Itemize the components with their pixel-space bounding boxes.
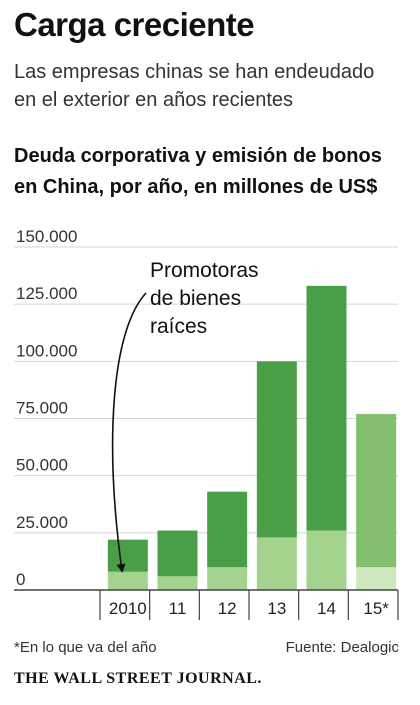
x-tick-label: 13 [267, 599, 286, 618]
bars [107, 285, 397, 590]
bar-segment-real-estate [356, 567, 397, 590]
chart-heading: Deuda corporativa y emisión de bonos en … [14, 141, 414, 203]
annotation: Promotoras de bienes raíces [111, 259, 259, 573]
annotation-text-line: raíces [150, 315, 207, 338]
bar-segment-real-estate [157, 576, 198, 590]
bar-segment-other [207, 491, 248, 568]
y-tick-label: 50.000 [16, 456, 68, 475]
x-tick-label: 2010 [109, 599, 147, 618]
x-axis: 2010 11 12 13 14 15* [14, 589, 399, 620]
y-tick-label: 125.000 [16, 284, 77, 303]
bar-segment-real-estate [107, 571, 148, 590]
annotation-arrow [111, 292, 147, 573]
x-tick-label: 14 [317, 599, 336, 618]
footnote: *En lo que va del año [14, 639, 157, 656]
heading-line-2: en China, por año, en millones de US$ [14, 176, 378, 198]
y-tick-label: 100.000 [16, 341, 77, 360]
heading-line-1: Deuda corporativa y emisión de bonos [14, 145, 382, 167]
bar-segment-real-estate [256, 537, 297, 590]
chart-title: Carga creciente [14, 6, 255, 43]
y-tick-label: 75.000 [16, 399, 68, 418]
subtitle-line-2: en el exterior en años recientes [14, 89, 294, 111]
source-note: Fuente: Dealogic [285, 639, 399, 656]
x-tick-label: 15* [363, 599, 389, 618]
x-tick-label: 12 [218, 599, 237, 618]
y-tick-label: 25.000 [16, 513, 68, 532]
bar-segment-real-estate [306, 530, 347, 590]
annotation-text-line: de bienes [150, 287, 241, 310]
annotation-text-line: Promotoras [150, 259, 259, 282]
chart-subtitle: Las empresas chinas se han endeudado en … [14, 58, 404, 114]
bar-segment-other [306, 285, 347, 531]
bar-segment-other [356, 413, 397, 568]
bar-segment-other [107, 539, 148, 572]
bar-segment-other [256, 361, 297, 538]
y-tick-label: 0 [16, 570, 25, 589]
bar-segment-other [157, 530, 198, 577]
publisher-logo: THE WALL STREET JOURNAL. [14, 670, 262, 687]
subtitle-line-1: Las empresas chinas se han endeudado [14, 61, 375, 83]
bar-chart: 0 25.000 50.000 75.000 100.000 125.000 150.000… [14, 227, 399, 620]
bar-segment-real-estate [207, 567, 248, 590]
x-tick-label: 11 [169, 599, 187, 618]
y-tick-label: 150.000 [16, 227, 77, 246]
y-axis-tick-labels: 0 25.000 50.000 75.000 100.000 125.000 150.000 [16, 227, 77, 589]
